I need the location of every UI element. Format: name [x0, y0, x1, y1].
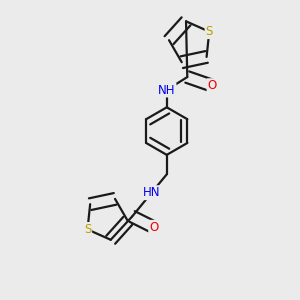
Text: S: S	[84, 223, 91, 236]
Text: O: O	[149, 221, 158, 234]
Text: O: O	[208, 79, 217, 92]
Text: HN: HN	[143, 186, 160, 199]
Text: NH: NH	[158, 83, 175, 97]
Text: S: S	[206, 25, 213, 38]
